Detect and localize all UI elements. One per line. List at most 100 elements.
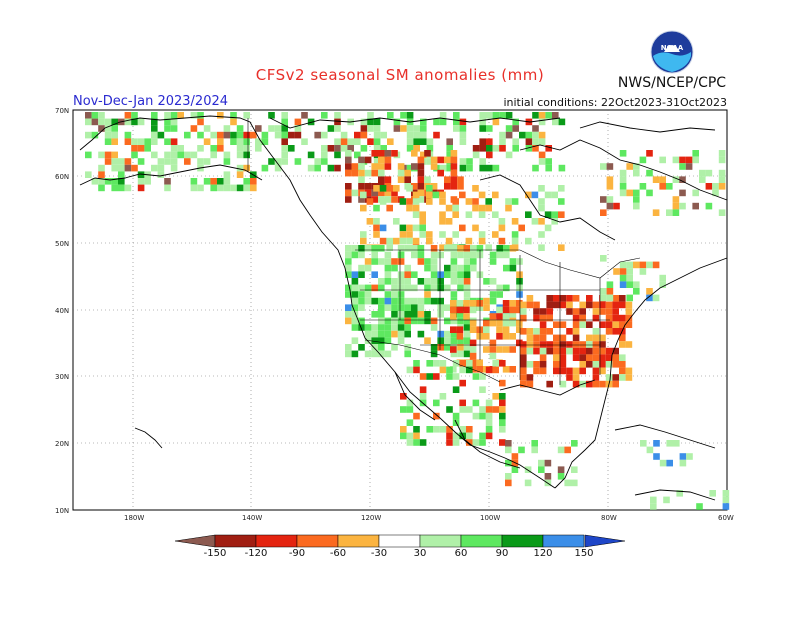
anomaly-cell: [502, 313, 510, 320]
anomaly-cell: [466, 406, 473, 413]
anomaly-cell: [559, 347, 567, 355]
anomaly-cell: [659, 176, 666, 183]
anomaly-cell: [538, 466, 545, 473]
anomaly-cell: [539, 361, 547, 368]
anomaly-cell: [551, 191, 558, 199]
anomaly-cell: [397, 304, 405, 311]
anomaly-cell: [520, 314, 527, 322]
anomaly-cell: [538, 231, 545, 238]
anomaly-cell: [223, 158, 231, 165]
anomaly-cell: [605, 321, 613, 328]
anomaly-cell: [354, 131, 361, 139]
colorbar-swatch: [542, 534, 585, 548]
anomaly-cell: [450, 366, 457, 373]
anomaly-cell: [111, 158, 118, 165]
anomaly-cell: [397, 271, 405, 278]
anomaly-cell: [406, 164, 414, 172]
anomaly-cell: [417, 251, 425, 259]
anomaly-cell: [619, 301, 626, 309]
anomaly-cell: [566, 341, 573, 348]
anomaly-cell: [255, 125, 262, 132]
anomaly-cell: [426, 138, 434, 145]
forecast-period: Nov-Dec-Jan 2023/2024: [73, 94, 229, 109]
anomaly-cell: [557, 466, 565, 473]
anomaly-cell: [104, 178, 112, 185]
anomaly-cell: [190, 151, 198, 159]
anomaly-cell: [483, 304, 490, 311]
anomaly-cell: [373, 138, 381, 145]
anomaly-cell: [505, 131, 513, 139]
anomaly-cell: [505, 151, 513, 159]
anomaly-cell: [420, 151, 427, 159]
colorbar-label: 90: [496, 548, 509, 559]
anomaly-cell: [499, 406, 506, 413]
anomaly-cell: [533, 361, 540, 368]
anomaly-cell: [459, 191, 466, 199]
anomaly-cell: [378, 189, 385, 197]
anomaly-cell: [539, 334, 547, 342]
anomaly-cell: [417, 176, 425, 183]
anomaly-cell: [111, 125, 118, 132]
anomaly-cell: [619, 295, 626, 302]
anomaly-cell: [373, 125, 381, 132]
anomaly-cell: [450, 176, 458, 183]
anomaly-cell: [397, 245, 405, 252]
anomaly-cell: [518, 224, 525, 232]
anomaly-cell: [516, 271, 523, 278]
anomaly-cell: [718, 209, 726, 216]
anomaly-cell: [446, 373, 453, 380]
lat-label: 70N: [55, 107, 69, 115]
anomaly-cell: [371, 245, 378, 252]
anomaly-cell: [559, 334, 567, 342]
anomaly-cell: [445, 237, 453, 245]
anomaly-cell: [619, 361, 626, 368]
anomaly-cell: [301, 138, 308, 145]
initial-conditions: initial conditions: 22Oct2023-31Oct2023: [503, 96, 727, 109]
anomaly-cell: [559, 321, 567, 328]
anomaly-cell: [406, 399, 414, 407]
anomaly-cell: [606, 288, 614, 295]
anomaly-cell: [384, 176, 392, 183]
anomaly-cell: [579, 341, 586, 348]
anomaly-cell: [639, 156, 647, 164]
anomaly-cell: [450, 350, 458, 358]
anomaly-cell: [131, 118, 138, 126]
anomaly-cell: [485, 432, 493, 440]
anomaly-cell: [288, 131, 295, 139]
anomaly-cell: [197, 184, 204, 192]
lon-label: 120W: [361, 514, 381, 522]
anomaly-cell: [452, 198, 459, 205]
anomaly-cell: [424, 258, 431, 265]
anomaly-cell: [334, 164, 341, 172]
anomaly-cell: [358, 344, 365, 351]
anomaly-cell: [479, 145, 486, 152]
anomaly-cell: [439, 164, 447, 172]
anomaly-cell: [444, 245, 451, 252]
anomaly-cell: [144, 145, 151, 152]
anomaly-cell: [450, 258, 458, 265]
anomaly-cell: [391, 344, 398, 351]
anomaly-cell: [459, 125, 467, 132]
anomaly-cell: [184, 158, 191, 165]
anomaly-cell: [203, 138, 211, 145]
anomaly-cell: [619, 189, 627, 197]
anomaly-cell: [509, 306, 516, 314]
anomaly-cell: [223, 178, 231, 185]
anomaly-cell: [400, 406, 407, 413]
colorbar-swatch: [255, 534, 298, 548]
anomaly-cell: [526, 341, 534, 348]
anomaly-cell: [439, 112, 447, 119]
anomaly-cell: [599, 367, 606, 375]
anomaly-cell: [417, 304, 425, 311]
anomaly-cell: [592, 328, 600, 335]
anomaly-cell: [164, 184, 171, 192]
anomaly-cell: [499, 426, 506, 433]
anomaly-cell: [456, 326, 464, 333]
anomaly-cell: [566, 347, 573, 355]
anomaly-cell: [486, 125, 493, 132]
anomaly-cell: [391, 258, 398, 265]
anomaly-cell: [111, 131, 118, 139]
anomaly-cell: [98, 118, 105, 126]
anomaly-cell: [496, 284, 503, 292]
anomaly-cell: [666, 440, 673, 447]
